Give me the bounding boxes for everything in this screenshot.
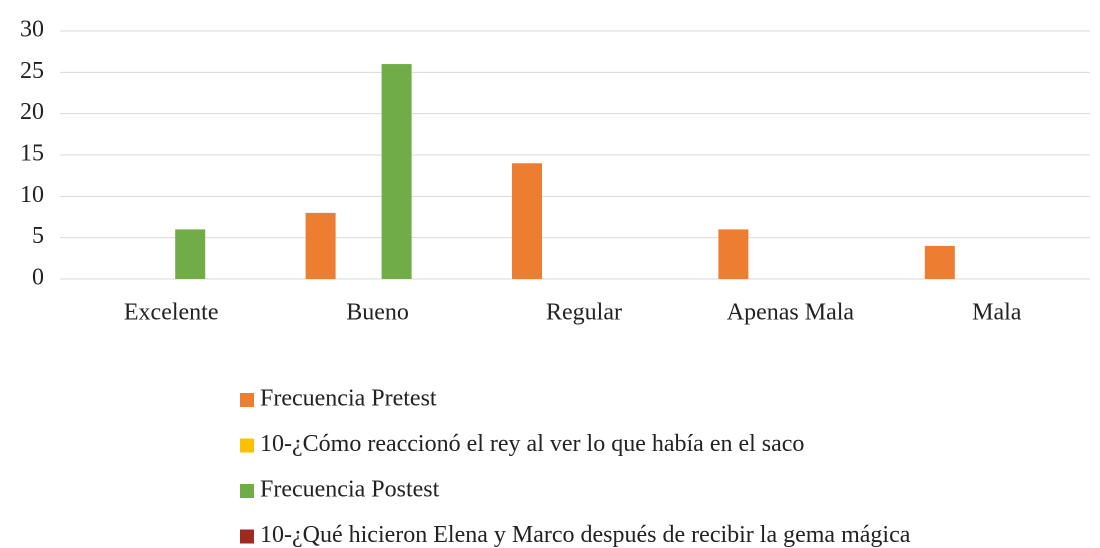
- legend-label: Frecuencia Pretest: [260, 386, 437, 412]
- legend-swatch: [240, 393, 254, 407]
- legend-swatch: [240, 529, 254, 544]
- legend-label: 10-¿Qué hicieron Elena y Marco después d…: [260, 522, 911, 548]
- y-tick-label: 5: [32, 223, 44, 249]
- y-tick-label: 30: [20, 17, 44, 43]
- bar: [175, 229, 206, 279]
- x-tick-label: Bueno: [346, 300, 409, 326]
- y-tick-label: 20: [20, 99, 44, 125]
- bar: [718, 229, 749, 279]
- x-tick-label: Excelente: [124, 300, 219, 326]
- bar: [381, 64, 412, 279]
- bar: [924, 245, 955, 279]
- x-tick-label: Regular: [546, 300, 622, 326]
- x-tick-label: Mala: [972, 300, 1022, 326]
- legend-swatch: [240, 438, 254, 453]
- y-tick-label: 25: [20, 58, 44, 84]
- bar: [305, 212, 336, 279]
- legend-swatch: [240, 484, 254, 498]
- bar: [512, 163, 542, 279]
- y-tick-label: 0: [32, 265, 44, 291]
- legend-label: Frecuencia Postest: [260, 477, 440, 503]
- y-tick-label: 15: [20, 141, 44, 167]
- legend-label: 10-¿Cómo reaccionó el rey al ver lo que …: [260, 431, 804, 457]
- x-tick-label: Apenas Mala: [727, 300, 855, 326]
- y-tick-label: 10: [20, 182, 44, 208]
